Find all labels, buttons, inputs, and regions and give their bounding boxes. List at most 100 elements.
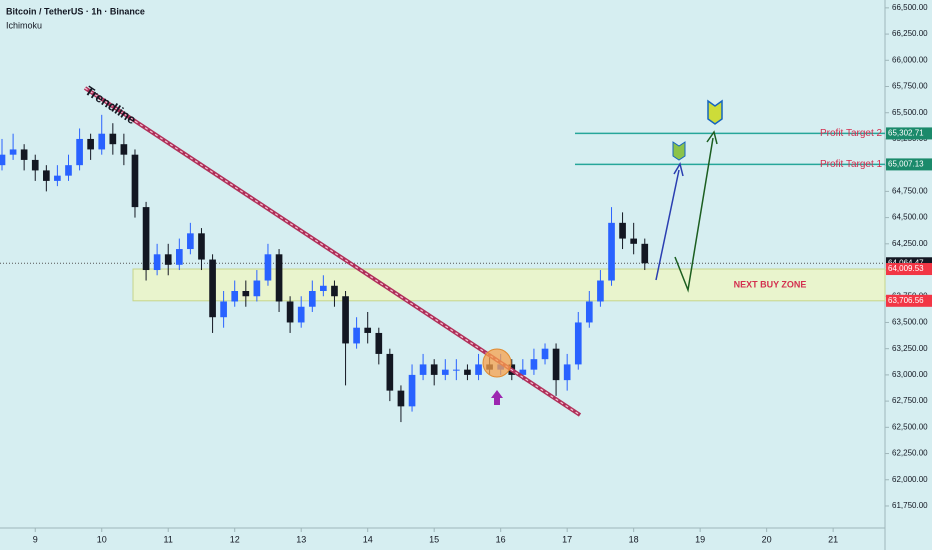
candle-body [0, 154, 6, 166]
target-tag-label: 65,302.71 [888, 129, 924, 138]
candle-body [164, 254, 172, 265]
y-tick-label: 66,500.00 [892, 3, 928, 12]
candle-body [76, 138, 83, 166]
candle-body [209, 259, 216, 318]
y-tick-label: 62,500.00 [892, 422, 928, 431]
last-price-tag-label: 64,064.47 [888, 258, 924, 267]
target-tag [886, 158, 932, 171]
candle-body [231, 291, 239, 302]
x-tick-label: 18 [629, 534, 639, 544]
green-arrow-head [706, 130, 718, 145]
x-tick-label: 10 [97, 534, 107, 544]
candle-body [198, 233, 205, 260]
y-tick-label: 62,750.00 [892, 396, 928, 405]
candle-body [9, 149, 17, 155]
highlight-circle [482, 348, 512, 378]
candle-body [342, 296, 349, 344]
x-tick-label: 15 [429, 534, 439, 544]
candle-body [464, 369, 471, 375]
x-tick-label: 19 [695, 534, 705, 544]
candle-body [242, 291, 250, 297]
candle-body [331, 285, 338, 297]
y-tick-label: 66,250.00 [892, 29, 928, 38]
y-tick-label: 62,250.00 [892, 449, 928, 458]
y-tick-label: 64,500.00 [892, 213, 928, 222]
candle-body [308, 291, 316, 307]
x-tick-label: 17 [562, 534, 572, 544]
candle-body [563, 364, 571, 381]
target-label: Profit Target 2 [820, 128, 883, 139]
x-tick-label: 11 [164, 534, 173, 544]
candle-body [397, 390, 405, 407]
candle-body [519, 369, 527, 375]
y-tick-label: 65,500.00 [892, 108, 928, 117]
green-arrow [674, 137, 714, 293]
candle-body [297, 306, 305, 323]
candle-body [275, 254, 283, 302]
zone-bottom-tag-label: 63,706.56 [888, 296, 924, 305]
y-tick-label: 66,000.00 [892, 55, 928, 64]
indicator-label: Ichimoku [6, 20, 42, 30]
candle-body [109, 133, 117, 145]
candle-body [574, 322, 582, 365]
candle-body [20, 149, 28, 160]
y-tick-label: 63,000.00 [892, 370, 928, 379]
candle-body [120, 144, 128, 155]
candle-body [286, 301, 294, 323]
candle-body [87, 138, 94, 150]
x-tick-label: 16 [496, 534, 506, 544]
candle-body [585, 301, 593, 323]
candle-body [597, 280, 604, 302]
y-tick-label: 61,750.00 [892, 501, 928, 510]
x-tick-label: 14 [363, 534, 373, 544]
candle-body [375, 332, 383, 354]
zone-top-tag [886, 263, 932, 276]
candle-body [475, 364, 482, 375]
target-icon-2 [707, 99, 723, 125]
candle-body [187, 233, 194, 250]
candle-body [253, 280, 261, 297]
candle-body [31, 159, 39, 171]
candle-body [264, 254, 272, 281]
target-label: Profit Target 1 [820, 159, 883, 170]
buy-zone-label: NEXT BUY ZONE [734, 279, 807, 289]
y-tick-label: 64,750.00 [892, 186, 928, 195]
candle-body [441, 369, 449, 375]
candle-body [153, 254, 161, 271]
y-tick-label: 63,500.00 [892, 318, 928, 327]
y-tick-label: 62,000.00 [892, 475, 928, 484]
candle-body [65, 165, 72, 176]
blue-arrow-head [673, 162, 684, 177]
x-tick-label: 12 [230, 534, 240, 544]
up-arrow-icon [491, 390, 503, 405]
candle-body [353, 327, 360, 344]
candle-body [364, 327, 372, 333]
zone-top-tag-label: 64,009.53 [888, 264, 924, 273]
candle-body [98, 133, 106, 150]
candle-body [419, 364, 427, 375]
zone-bottom-tag [886, 294, 932, 307]
candle-body [630, 238, 637, 244]
candle-body [552, 348, 560, 381]
candle-body [220, 301, 227, 318]
target-icon-1 [672, 141, 686, 161]
target-tag-label: 65,007.13 [888, 160, 924, 169]
candle-body [54, 175, 61, 181]
candle-body [175, 249, 183, 265]
candle-body [452, 369, 460, 371]
candle-body [142, 207, 150, 271]
y-tick-label: 64,250.00 [892, 239, 928, 248]
candle-body [131, 154, 139, 208]
y-tick-label: 65,750.00 [892, 82, 928, 91]
x-tick-label: 13 [296, 534, 306, 544]
x-tick-label: 20 [762, 534, 772, 544]
x-tick-label: 9 [33, 534, 38, 544]
candle-body [641, 243, 649, 264]
candle-body [608, 222, 615, 281]
candle-body [619, 222, 626, 239]
candle-body [430, 364, 438, 375]
candle-body [320, 285, 327, 292]
y-tick-label: 63,250.00 [892, 344, 928, 353]
x-tick-label: 21 [828, 534, 838, 544]
